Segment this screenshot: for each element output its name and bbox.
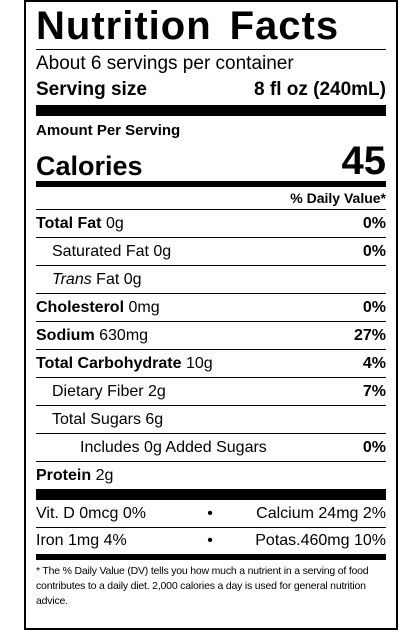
nutrient-name: Includes 0g Added Sugars <box>80 438 267 456</box>
thick-divider <box>36 489 386 500</box>
nutrient-row-protein: Protein 2g <box>36 461 386 489</box>
divider <box>36 49 386 50</box>
title-word-facts: Facts <box>229 4 340 48</box>
nutrient-amount: 0g <box>123 270 142 288</box>
nutrient-row-total-sugars: Total Sugars 6g <box>36 405 386 433</box>
nutrition-facts-label: Nutrition Facts About 6 servings per cont… <box>24 0 398 630</box>
nutrient-name: Total Fat <box>36 214 102 232</box>
nutrient-name: Total Sugars <box>52 410 141 428</box>
nutrient-name: Sodium <box>36 326 95 344</box>
nutrient-row-total-fat: Total Fat 0g 0% <box>36 209 386 237</box>
nutrient-row-cholesterol: Cholesterol 0mg 0% <box>36 293 386 321</box>
nutrient-name: Dietary Fiber <box>52 382 144 400</box>
nutrient-dv: 0% <box>362 214 386 232</box>
vitamin-d: Vit. D 0mcg 0% <box>36 504 146 522</box>
nutrient-dv: 7% <box>362 382 386 400</box>
calories-value: 45 <box>341 139 387 183</box>
serving-size-row: Serving size 8 fl oz (240mL) <box>36 77 386 103</box>
nutrient-amount: 10g <box>185 354 213 372</box>
medium-divider <box>36 554 386 560</box>
nutrient-dv: 27% <box>353 326 386 344</box>
amount-per-serving: Amount Per Serving <box>36 122 181 139</box>
thick-divider <box>36 105 386 116</box>
calories-label: Calories <box>36 151 143 181</box>
bullet-separator: • <box>207 504 213 522</box>
daily-value-header: % Daily Value* <box>290 190 386 206</box>
calories-row: Calories 45 <box>36 141 386 181</box>
nutrient-row-saturated-fat: Saturated Fat 0g 0% <box>36 237 386 265</box>
nutrient-row-added-sugars: Includes 0g Added Sugars 0% <box>36 433 386 461</box>
nutrient-row-sodium: Sodium 630mg 27% <box>36 321 386 349</box>
nutrient-name: Fat <box>96 270 120 288</box>
serving-size-label: Serving size <box>36 79 147 100</box>
nutrient-dv: 0% <box>362 438 386 456</box>
label-title: Nutrition Facts <box>36 3 386 49</box>
iron: Iron 1mg 4% <box>36 532 127 549</box>
vitamin-row: Vit. D 0mcg 0% • Calcium 24mg 2% <box>36 500 386 527</box>
nutrient-name: Saturated Fat <box>52 242 149 260</box>
servings-per-container: About 6 servings per container <box>36 53 294 74</box>
nutrient-amount: 0mg <box>128 298 160 316</box>
nutrient-amount: 0g <box>105 214 124 232</box>
nutrient-dv: 0% <box>362 242 386 260</box>
medium-divider <box>36 181 386 187</box>
nutrient-name: Protein <box>36 466 92 484</box>
bullet-separator: • <box>207 532 213 549</box>
daily-value-footnote: * The % Daily Value (DV) tells you how m… <box>36 565 369 607</box>
nutrient-dv: 4% <box>362 354 386 372</box>
nutrient-amount: 630mg <box>99 326 149 344</box>
nutrient-amount: 6g <box>145 410 164 428</box>
vitamin-row: Iron 1mg 4% • Potas.460mg 10% <box>36 527 386 554</box>
nutrient-name: Cholesterol <box>36 298 125 316</box>
nutrient-row-total-carbohydrate: Total Carbohydrate 10g 4% <box>36 349 386 377</box>
serving-size-value: 8 fl oz (240mL) <box>254 79 386 100</box>
nutrient-name-italic: Trans <box>52 270 92 288</box>
nutrient-amount: 2g <box>148 382 166 400</box>
calcium: Calcium 24mg 2% <box>256 504 386 522</box>
nutrient-name: Total Carbohydrate <box>36 354 182 372</box>
nutrient-amount: 2g <box>95 466 114 484</box>
nutrient-row-dietary-fiber: Dietary Fiber 2g 7% <box>36 377 386 405</box>
nutrient-row-trans-fat: Trans Fat 0g <box>36 265 386 293</box>
nutrient-dv: 0% <box>362 298 386 316</box>
potassium: Potas.460mg 10% <box>255 532 386 549</box>
nutrient-amount: 0g <box>153 242 172 260</box>
title-word-nutrition: Nutrition <box>36 4 212 48</box>
